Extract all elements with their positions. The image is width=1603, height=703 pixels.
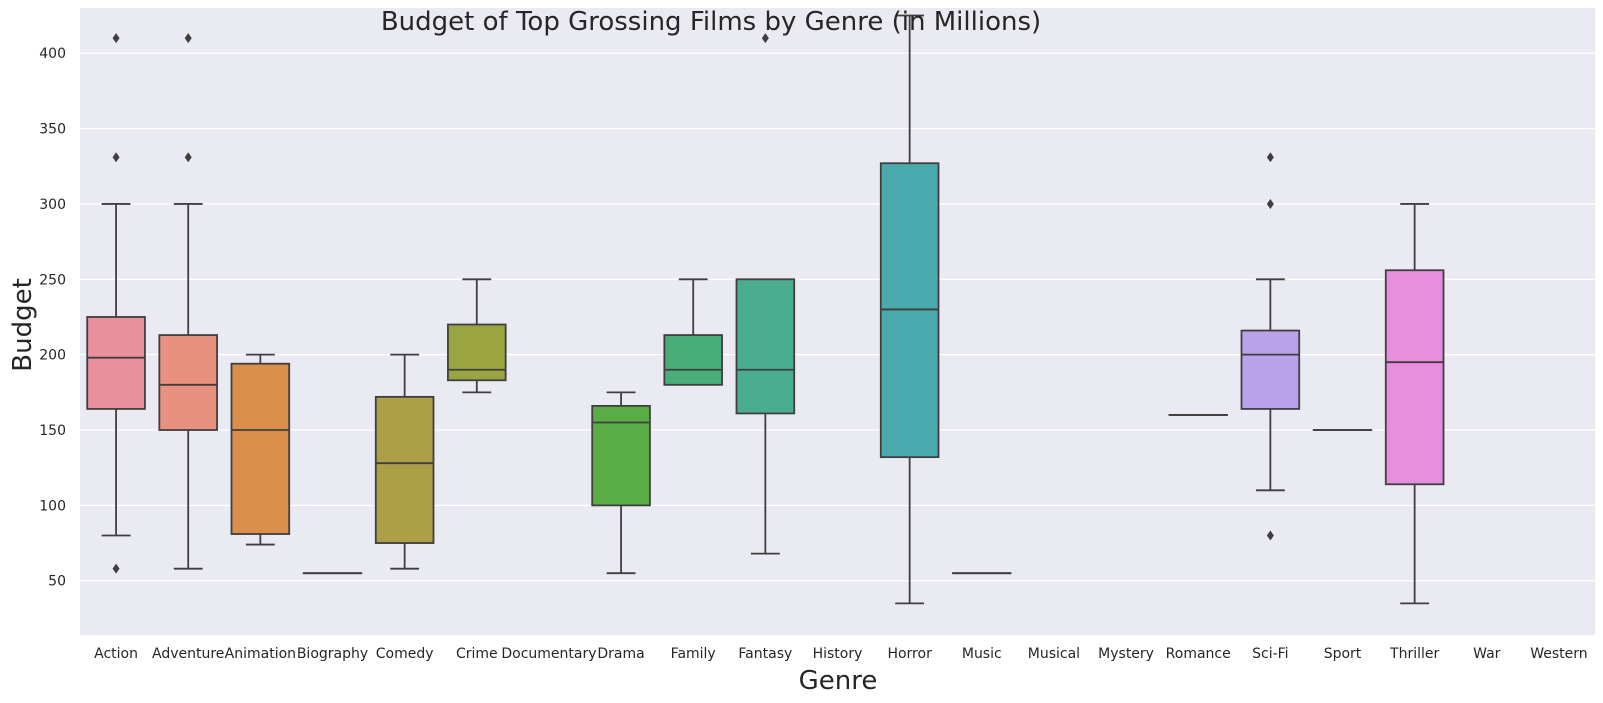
iqr-box	[447, 323, 507, 382]
y-tick-label: 300	[39, 197, 66, 213]
x-tick-label: Thriller	[1389, 646, 1439, 662]
boxes	[86, 14, 1445, 605]
x-tick-label: Adventure	[152, 646, 224, 662]
x-tick-label: Romance	[1166, 646, 1231, 662]
box-fantasy	[735, 33, 796, 555]
iqr-box	[735, 278, 796, 415]
iqr-box	[1240, 329, 1301, 410]
plot-area	[80, 8, 1595, 635]
box-action	[86, 33, 146, 574]
outlier-point	[184, 152, 192, 163]
x-tick-label: Biography	[297, 646, 368, 662]
iqr-box	[1384, 269, 1445, 486]
box-horror	[879, 14, 940, 605]
y-tick-label: 200	[39, 348, 66, 364]
y-axis-title: Budget	[8, 278, 38, 372]
x-axis-title: Genre	[799, 666, 878, 696]
box-drama	[591, 391, 651, 575]
x-tick-label: Music	[962, 646, 1002, 662]
y-tick-label: 350	[39, 122, 66, 138]
iqr-box	[86, 316, 146, 410]
x-tick-label: Musical	[1028, 646, 1080, 662]
x-tick-label: Sci-Fi	[1252, 646, 1288, 662]
box-crime	[447, 278, 507, 394]
iqr-box	[158, 334, 218, 431]
box-thriller	[1384, 203, 1445, 605]
y-tick-labels: 50 100 150 200 250 300 350 400	[39, 46, 66, 590]
x-tick-label: Drama	[597, 646, 644, 662]
x-tick-label: Animation	[225, 646, 296, 662]
y-tick-label: 250	[39, 272, 66, 288]
y-tick-label: 150	[39, 423, 66, 439]
x-tick-labels: Action Adventure Animation Biography Comedy C…	[94, 646, 1587, 662]
box-animation	[230, 353, 291, 546]
y-tick-label: 50	[48, 574, 66, 590]
x-tick-label: War	[1473, 646, 1501, 662]
x-tick-label: Action	[94, 646, 138, 662]
box-family	[663, 278, 723, 386]
outlier-point	[112, 152, 120, 163]
iqr-box	[230, 362, 291, 535]
box-comedy	[374, 353, 435, 570]
x-tick-label: Western	[1530, 646, 1587, 662]
outlier-point	[1266, 152, 1274, 163]
x-tick-label: Comedy	[376, 646, 434, 662]
box-adventure	[158, 33, 218, 570]
outlier-point	[761, 33, 769, 44]
x-tick-label: Mystery	[1098, 646, 1154, 662]
outlier-point	[112, 563, 120, 574]
x-tick-label: Crime	[456, 646, 498, 662]
box-scifi	[1240, 152, 1301, 541]
x-tick-label: Fantasy	[738, 646, 792, 662]
x-tick-label: History	[813, 646, 863, 662]
x-tick-label: Horror	[887, 646, 932, 662]
y-tick-label: 400	[39, 46, 66, 62]
y-tick-label: 100	[39, 498, 66, 514]
iqr-box	[374, 395, 435, 544]
x-tick-label: Sport	[1324, 646, 1362, 662]
outlier-point	[112, 33, 120, 44]
outlier-point	[1266, 198, 1274, 209]
iqr-box	[663, 334, 723, 386]
outlier-point	[184, 33, 192, 44]
x-tick-label: Family	[671, 646, 716, 662]
chart-title: Budget of Top Grossing Films by Genre (i…	[381, 7, 1041, 37]
grid-lines	[80, 52, 1595, 582]
x-tick-label: Documentary	[501, 646, 596, 662]
outlier-point	[1266, 530, 1274, 541]
iqr-box	[591, 405, 651, 507]
